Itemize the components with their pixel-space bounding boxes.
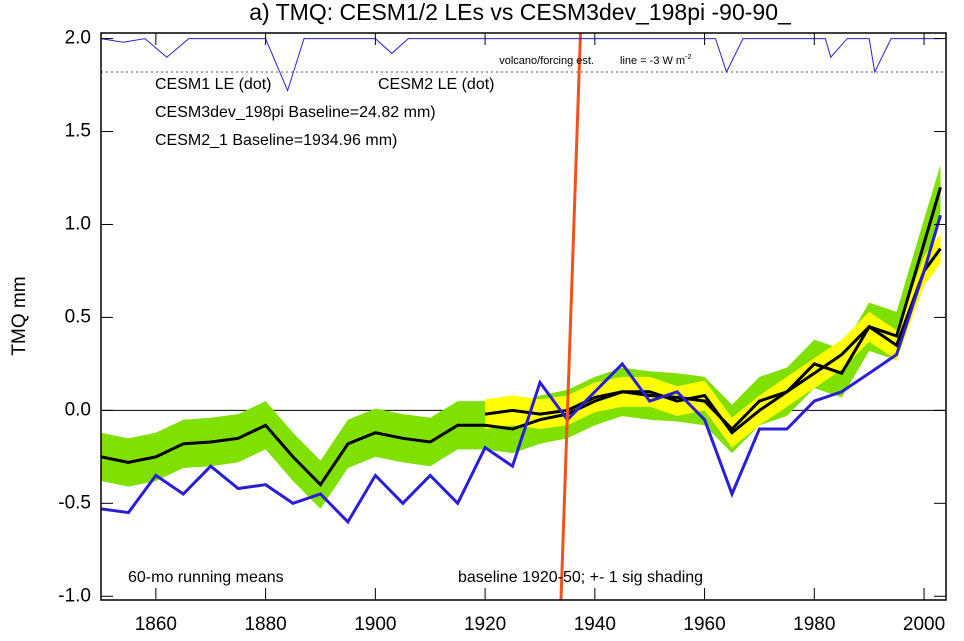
legend-entry: CESM1 LE (dot) [155,76,271,93]
legend-entry: CESM3dev_198pi Baseline=24.82 mm) [155,104,436,121]
x-tick-label: 1920 [464,614,506,635]
x-tick-label: 1880 [244,614,286,635]
x-tick-label: 1980 [793,614,835,635]
annotation: line = -3 W m [620,55,685,67]
annotation: baseline 1920-50; +- 1 sig shading [458,569,703,586]
spread-band [485,233,941,448]
x-tick-label: 1860 [135,614,177,635]
x-tick-label: 1960 [683,614,725,635]
annotation: line = -3 W m-2 [620,54,691,67]
plot-area [101,33,946,600]
y-tick-label: 0.0 [65,399,91,420]
legend-entry: CESM2_1 Baseline=1934.96 mm) [155,132,397,149]
plot-frame [100,32,947,601]
series-line [101,214,942,525]
annotation: 60-mo running means [128,569,284,586]
series-line [559,33,582,600]
y-tick-label: 2.0 [65,28,91,49]
y-axis-label: TMQ mm [9,276,30,355]
spread-band [101,165,941,509]
y-tick-label: 0.5 [65,306,91,327]
y-tick-label: -0.5 [58,492,91,513]
annotation: -2 [685,54,691,61]
x-tick-label: 1900 [354,614,396,635]
y-tick-label: 1.0 [65,213,91,234]
x-tick-label: 2000 [903,614,945,635]
chart-title: a) TMQ: CESM1/2 LEs vs CESM3dev_198pi -9… [249,0,792,25]
annotation: volcano/forcing est. [499,55,594,67]
y-tick-label: 1.5 [65,121,91,142]
y-tick-label: -1.0 [58,585,91,606]
volcano-line [101,38,941,93]
x-tick-label: 1940 [574,614,616,635]
legend-entry: CESM2 LE (dot) [378,76,494,93]
